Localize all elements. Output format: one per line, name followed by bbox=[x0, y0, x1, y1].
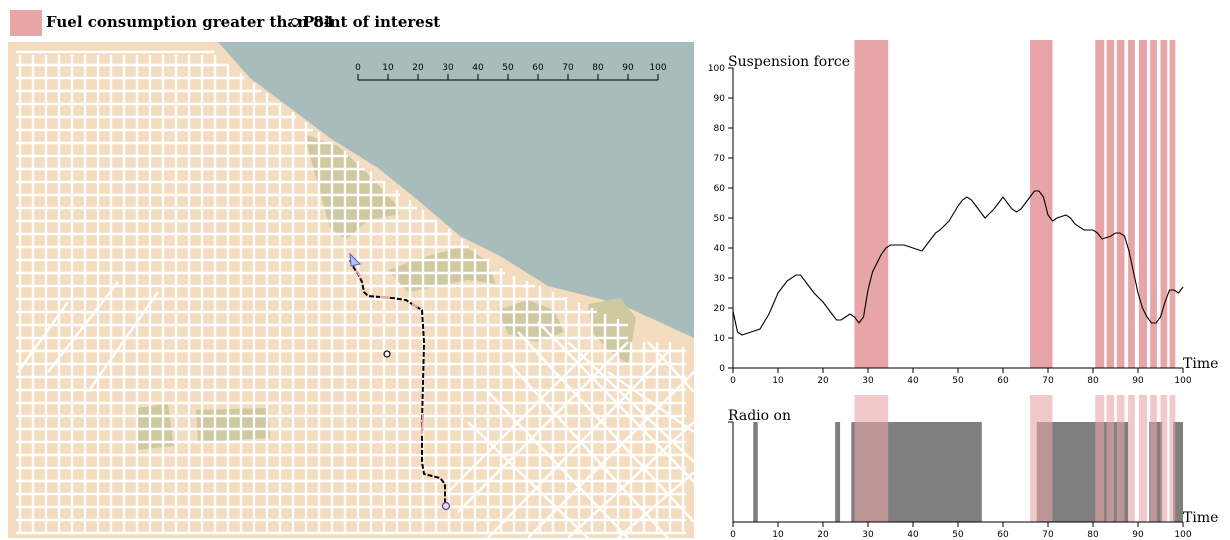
radio-on-interval bbox=[753, 422, 758, 522]
x-tick-label: 100 bbox=[1174, 376, 1191, 386]
x-tick-label: 80 bbox=[1087, 376, 1099, 386]
x-tick-label: 10 bbox=[772, 376, 784, 386]
x-tick-label: 50 bbox=[952, 530, 964, 540]
scale-tick-label: 10 bbox=[382, 63, 394, 73]
scale-tick-label: 80 bbox=[592, 63, 604, 73]
radio-on-interval bbox=[1173, 422, 1183, 522]
x-tick-label: 0 bbox=[730, 376, 736, 386]
vehicle-start-arrow-icon bbox=[349, 252, 361, 267]
x-axis-label: Time bbox=[1183, 356, 1218, 372]
radio-on-chart: 0 10 20 30 40 50 60 70 80 90 100 Radio on Time bbox=[728, 395, 1218, 540]
y-tick-label: 10 bbox=[714, 334, 726, 344]
x-tick-label: 50 bbox=[952, 376, 964, 386]
y-tick-label: 100 bbox=[708, 64, 725, 74]
x-tick-label: 60 bbox=[997, 376, 1009, 386]
map-diagonal-streets bbox=[17, 281, 694, 538]
x-tick-label: 60 bbox=[997, 530, 1009, 540]
fuel-band bbox=[1030, 395, 1053, 522]
x-tick-label: 100 bbox=[1174, 530, 1191, 540]
y-tick-label: 20 bbox=[714, 304, 726, 314]
fuel-band bbox=[1095, 395, 1105, 522]
scale-tick-label: 20 bbox=[412, 63, 424, 73]
scale-tick-label: 70 bbox=[562, 63, 574, 73]
fuel-band bbox=[1128, 40, 1135, 368]
fuel-band bbox=[1169, 40, 1176, 368]
x-tick-label: 40 bbox=[907, 530, 919, 540]
poi-legend-label: Point of interest bbox=[303, 13, 441, 31]
x-tick-label: 20 bbox=[817, 530, 829, 540]
y-axis-label: Suspension force bbox=[728, 54, 850, 70]
y-tick-label: 60 bbox=[714, 184, 726, 194]
fuel-band bbox=[1138, 395, 1147, 522]
map-water bbox=[218, 42, 694, 338]
scale-tick-label: 30 bbox=[442, 63, 454, 73]
city-map[interactable]: 0 10 20 30 40 50 60 70 80 90 100 bbox=[8, 42, 694, 538]
y-tick-label: 40 bbox=[714, 244, 726, 254]
fuel-band bbox=[1160, 395, 1168, 522]
x-tick-label: 0 bbox=[730, 530, 736, 540]
fuel-band bbox=[1116, 395, 1125, 522]
suspension-force-chart: 0 10 20 30 40 50 60 70 80 90 100 0 10 20 30 40 50 60 70 80… bbox=[708, 40, 1218, 386]
fuel-legend-label: Fuel consumption greater than 84 bbox=[46, 13, 335, 31]
fuel-band bbox=[1160, 40, 1168, 368]
scale-tick-label: 40 bbox=[472, 63, 484, 73]
scale-tick-label: 60 bbox=[532, 63, 544, 73]
fuel-band bbox=[1150, 395, 1157, 522]
x-tick-label: 20 bbox=[817, 376, 829, 386]
y-axis-label: Radio on bbox=[728, 408, 791, 424]
scale-tick-label: 0 bbox=[355, 63, 361, 73]
suspension-force-line bbox=[732, 190, 1184, 336]
radio-on-interval bbox=[835, 422, 841, 522]
fuel-band bbox=[854, 395, 889, 522]
y-tick-label: 90 bbox=[714, 94, 726, 104]
fuel-band bbox=[1106, 395, 1115, 522]
scale-tick-label: 90 bbox=[622, 63, 634, 73]
point-of-interest-marker[interactable] bbox=[383, 350, 391, 358]
route-end-marker-icon bbox=[441, 501, 451, 511]
y-axis: 0 10 20 30 40 50 60 70 80 90 100 bbox=[708, 64, 734, 374]
fuel-band bbox=[1150, 40, 1157, 368]
street-grid bbox=[16, 50, 686, 535]
fuel-band bbox=[1095, 40, 1105, 368]
map-streets bbox=[16, 50, 686, 535]
x-tick-label: 30 bbox=[862, 376, 874, 386]
fuel-band bbox=[1106, 40, 1115, 368]
x-tick-label: 70 bbox=[1042, 530, 1054, 540]
scale-tick-label: 50 bbox=[502, 63, 514, 73]
x-tick-label: 90 bbox=[1132, 530, 1144, 540]
x-tick-label: 70 bbox=[1042, 376, 1054, 386]
fuel-highlight-bands bbox=[854, 40, 1176, 368]
fuel-band bbox=[1128, 395, 1135, 522]
x-tick-label: 90 bbox=[1132, 376, 1144, 386]
fuel-legend-swatch bbox=[10, 10, 42, 36]
y-tick-label: 80 bbox=[714, 124, 726, 134]
chart-legend: Fuel consumption greater than 84 Point o… bbox=[0, 0, 700, 40]
y-tick-label: 0 bbox=[719, 364, 725, 374]
axes: 0 10 20 30 40 50 60 70 80 90 100 bbox=[728, 421, 1192, 540]
fuel-band bbox=[1138, 40, 1147, 368]
poi-legend-icon bbox=[291, 18, 299, 26]
route-fuel-highlights bbox=[355, 269, 425, 435]
fuel-band bbox=[1030, 40, 1053, 368]
x-tick-label: 10 bbox=[772, 530, 784, 540]
x-tick-label: 40 bbox=[907, 376, 919, 386]
fuel-highlight-bands bbox=[854, 395, 1176, 522]
y-tick-label: 50 bbox=[714, 214, 726, 224]
x-axis: 0 10 20 30 40 50 60 70 80 90 100 bbox=[730, 367, 1192, 386]
scale-tick-label: 100 bbox=[649, 63, 666, 73]
fuel-band bbox=[1116, 40, 1125, 368]
map-scale-bar: 0 10 20 30 40 50 60 70 80 90 100 bbox=[355, 63, 667, 81]
fuel-band bbox=[1169, 395, 1176, 522]
fuel-band bbox=[854, 40, 889, 368]
y-tick-label: 30 bbox=[714, 274, 726, 284]
y-tick-label: 70 bbox=[714, 154, 726, 164]
x-tick-label: 30 bbox=[862, 530, 874, 540]
x-tick-label: 80 bbox=[1087, 530, 1099, 540]
x-axis-label: Time bbox=[1183, 510, 1218, 526]
